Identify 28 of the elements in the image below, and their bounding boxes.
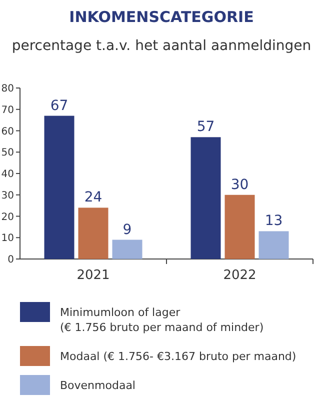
chart-title: INKOMENSCATEGORIE [69,8,254,26]
legend-label: Minimumloon of lager (€ 1.756 bruto per maand of minder) [60,306,264,334]
y-tick-label: 70 [1,104,14,116]
y-tick-label: 40 [1,169,14,180]
y-tick-label: 30 [1,190,14,202]
bar [224,194,255,259]
data-label: 24 [84,190,102,206]
y-tick-label: 20 [1,212,14,223]
data-label: 13 [264,213,283,230]
bar [258,231,289,259]
x-tick-label: 2022 [223,268,256,283]
legend-label: Modaal (€ 1.756- €3.167 bruto per maand) [60,350,296,363]
bar [190,137,221,259]
x-tick-label: 2021 [76,268,110,283]
y-tick-label: 60 [1,126,14,138]
data-label: 57 [196,119,215,136]
y-tick-label: 80 [1,84,14,94]
y-tick-label: 0 [8,254,14,266]
bar [78,208,108,259]
chart-subtitle: percentage t.a.v. het aantal aanmeldingen [12,38,312,54]
legend-label: Bovenmodaal [60,379,136,392]
bar [112,240,142,259]
y-tick-label: 50 [1,148,14,159]
bar [44,116,74,259]
data-label: 9 [122,222,132,238]
data-label: 67 [50,98,68,114]
data-label: 30 [230,176,249,193]
y-tick-label: 10 [1,233,14,244]
